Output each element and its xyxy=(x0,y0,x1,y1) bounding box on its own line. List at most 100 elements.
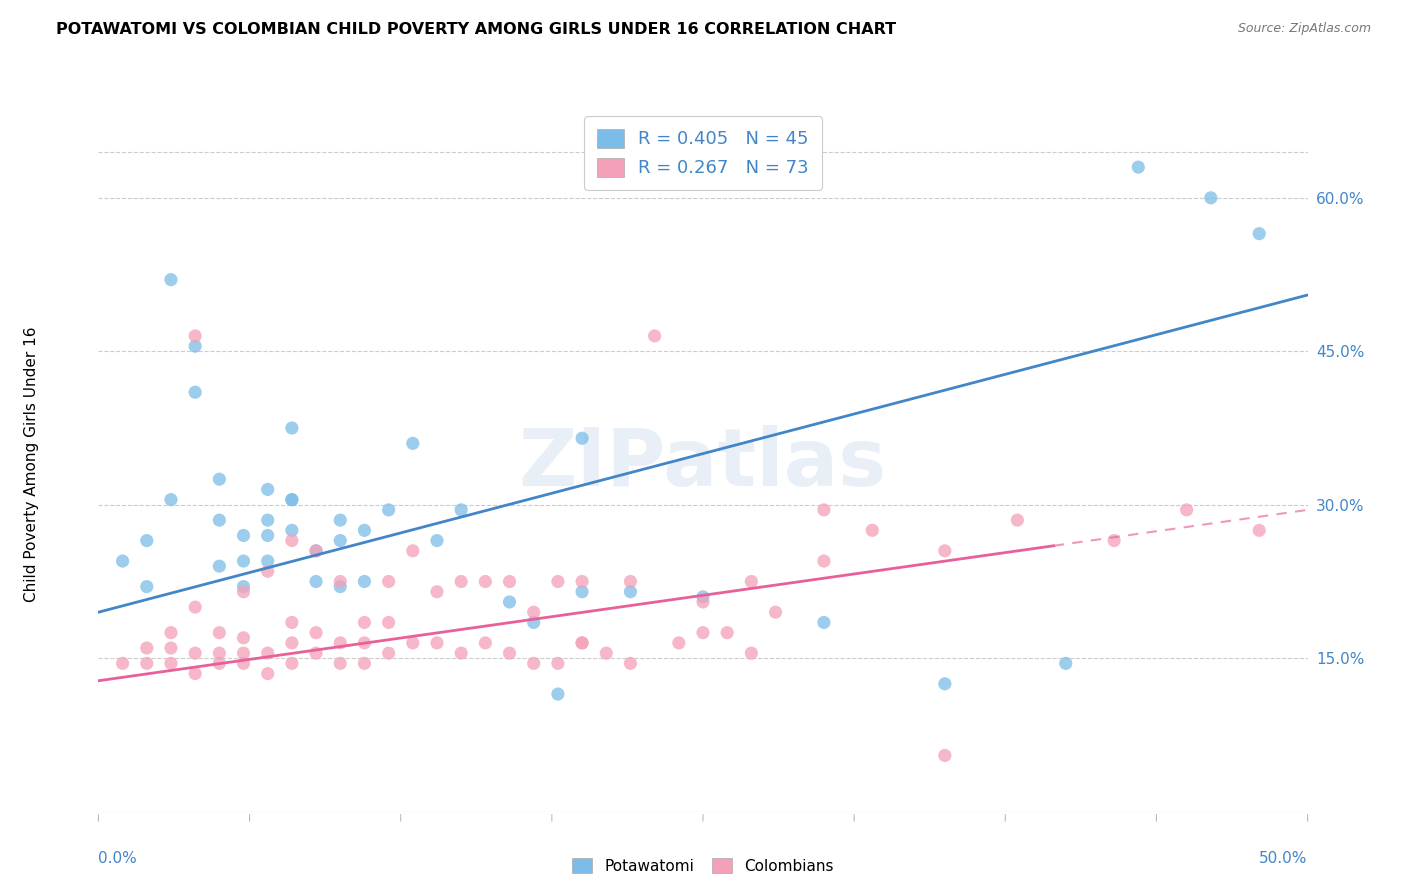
Point xyxy=(450,503,472,517)
Point xyxy=(135,657,157,671)
Point xyxy=(208,559,231,574)
Text: Source: ZipAtlas.com: Source: ZipAtlas.com xyxy=(1237,22,1371,36)
Point xyxy=(450,574,472,589)
Point xyxy=(426,584,449,599)
Point xyxy=(1249,227,1271,241)
Point xyxy=(377,503,399,517)
Point xyxy=(256,528,278,542)
Point xyxy=(160,492,183,507)
Point xyxy=(860,524,883,538)
Point xyxy=(353,615,375,630)
Point xyxy=(450,646,472,660)
Point xyxy=(135,640,157,655)
Point xyxy=(619,584,641,599)
Point xyxy=(1007,513,1029,527)
Point xyxy=(160,657,183,671)
Point xyxy=(498,595,520,609)
Point xyxy=(184,385,207,400)
Point xyxy=(256,666,278,681)
Point xyxy=(571,636,593,650)
Point xyxy=(353,524,375,538)
Point xyxy=(813,554,835,568)
Point xyxy=(232,584,254,599)
Point xyxy=(644,329,666,343)
Text: POTAWATOMI VS COLOMBIAN CHILD POVERTY AMONG GIRLS UNDER 16 CORRELATION CHART: POTAWATOMI VS COLOMBIAN CHILD POVERTY AM… xyxy=(56,22,897,37)
Point xyxy=(402,544,425,558)
Point xyxy=(474,636,496,650)
Point xyxy=(329,636,352,650)
Text: 50.0%: 50.0% xyxy=(1260,851,1308,865)
Point xyxy=(1054,657,1077,671)
Point xyxy=(426,636,449,650)
Legend: R = 0.405   N = 45, R = 0.267   N = 73: R = 0.405 N = 45, R = 0.267 N = 73 xyxy=(585,116,821,190)
Point xyxy=(305,646,328,660)
Point xyxy=(184,339,207,353)
Point xyxy=(184,600,207,615)
Point xyxy=(353,657,375,671)
Point xyxy=(305,544,328,558)
Point xyxy=(1175,503,1198,517)
Point xyxy=(329,580,352,594)
Point xyxy=(353,574,375,589)
Point xyxy=(305,544,328,558)
Point xyxy=(208,472,231,486)
Point xyxy=(692,595,714,609)
Point xyxy=(208,625,231,640)
Point xyxy=(208,646,231,660)
Point xyxy=(208,513,231,527)
Point xyxy=(619,657,641,671)
Point xyxy=(160,640,183,655)
Point xyxy=(571,574,593,589)
Point xyxy=(498,574,520,589)
Point xyxy=(256,646,278,660)
Point xyxy=(208,657,231,671)
Point xyxy=(523,615,546,630)
Point xyxy=(547,657,569,671)
Point xyxy=(377,615,399,630)
Point xyxy=(305,574,328,589)
Point xyxy=(740,646,762,660)
Point xyxy=(184,666,207,681)
Point xyxy=(547,687,569,701)
Point xyxy=(523,605,546,619)
Point xyxy=(256,483,278,497)
Point xyxy=(184,646,207,660)
Point xyxy=(1249,524,1271,538)
Point xyxy=(281,421,304,435)
Point xyxy=(281,524,304,538)
Point xyxy=(281,615,304,630)
Point xyxy=(934,544,956,558)
Point xyxy=(281,636,304,650)
Point xyxy=(402,636,425,650)
Point xyxy=(184,329,207,343)
Point xyxy=(232,657,254,671)
Point xyxy=(353,636,375,650)
Point xyxy=(934,748,956,763)
Point xyxy=(329,533,352,548)
Point xyxy=(571,431,593,445)
Point xyxy=(813,615,835,630)
Point xyxy=(111,657,134,671)
Text: Child Poverty Among Girls Under 16: Child Poverty Among Girls Under 16 xyxy=(24,326,39,601)
Point xyxy=(619,574,641,589)
Point xyxy=(813,503,835,517)
Point xyxy=(1102,533,1125,548)
Point xyxy=(232,580,254,594)
Point xyxy=(571,584,593,599)
Point xyxy=(329,657,352,671)
Point xyxy=(668,636,690,650)
Point xyxy=(571,636,593,650)
Point xyxy=(1199,191,1222,205)
Point xyxy=(232,631,254,645)
Point xyxy=(1128,160,1150,174)
Point xyxy=(256,564,278,578)
Point xyxy=(474,574,496,589)
Point xyxy=(426,533,449,548)
Point xyxy=(232,528,254,542)
Point xyxy=(329,574,352,589)
Legend: Potawatomi, Colombians: Potawatomi, Colombians xyxy=(567,852,839,880)
Point xyxy=(547,574,569,589)
Point xyxy=(281,533,304,548)
Point xyxy=(692,590,714,604)
Point xyxy=(498,646,520,660)
